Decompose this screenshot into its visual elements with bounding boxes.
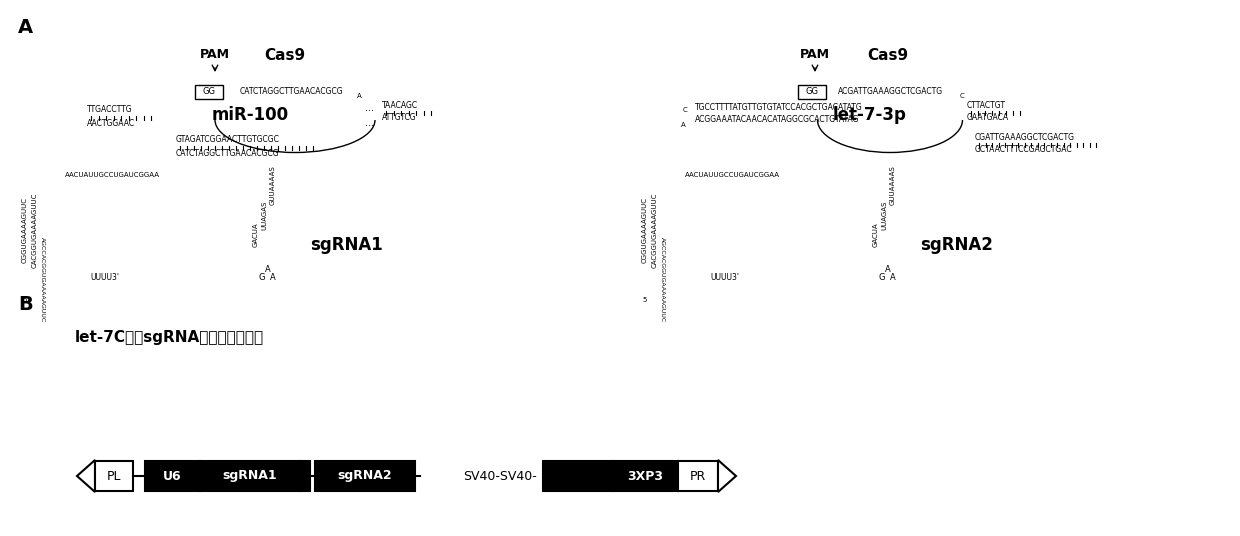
- Text: TAACAGC: TAACAGC: [382, 101, 418, 109]
- Text: GG: GG: [202, 87, 216, 96]
- Text: PL: PL: [107, 470, 122, 482]
- Text: GCTAACTTTCCGAGCTGAC: GCTAACTTTCCGAGCTGAC: [975, 145, 1073, 154]
- FancyBboxPatch shape: [200, 461, 300, 491]
- Text: ATTGTCG: ATTGTCG: [382, 114, 417, 123]
- Text: CGGUGAAAAGUUC: CGGUGAAAAGUUC: [642, 197, 649, 263]
- Text: CGATTGAAAGGCTCGACTG: CGATTGAAAGGCTCGACTG: [975, 132, 1075, 142]
- FancyBboxPatch shape: [95, 461, 133, 491]
- Text: sgRNA2: sgRNA2: [920, 236, 993, 254]
- FancyBboxPatch shape: [300, 461, 310, 491]
- Text: UUAGAS: UUAGAS: [880, 200, 887, 230]
- Text: AGCCACGGUGAAAAAGUUC: AGCCACGGUGAAAAAGUUC: [660, 237, 665, 323]
- Bar: [195, 85, 223, 99]
- Text: PAM: PAM: [800, 48, 830, 62]
- Text: TTGACCTTG: TTGACCTTG: [87, 106, 133, 115]
- Text: TGCCTTTTATGTTGTGTATCCACGCTGACATATG: TGCCTTTTATGTTGTGTATCCACGCTGACATATG: [694, 102, 863, 111]
- Text: GG: GG: [806, 87, 818, 96]
- Text: A: A: [890, 273, 895, 282]
- Text: UUAGAS: UUAGAS: [260, 200, 267, 230]
- Text: C: C: [683, 107, 687, 113]
- Text: A: A: [681, 122, 686, 128]
- Text: Cas9: Cas9: [868, 48, 909, 63]
- Text: ACGGAAATACAACACATAGGCGCACTGTATAG: ACGGAAATACAACACATAGGCGCACTGTATAG: [694, 115, 859, 124]
- FancyBboxPatch shape: [678, 461, 718, 491]
- Text: GACUA: GACUA: [253, 222, 259, 247]
- Text: GAATGACA: GAATGACA: [967, 113, 1009, 122]
- Polygon shape: [77, 460, 95, 492]
- Text: GACUA: GACUA: [873, 222, 879, 247]
- Text: GUUAAAAS: GUUAAAAS: [270, 165, 277, 205]
- FancyBboxPatch shape: [543, 461, 613, 491]
- Text: A: A: [19, 18, 33, 37]
- Text: sgRNA1: sgRNA1: [310, 236, 383, 254]
- Text: CTTACTGT: CTTACTGT: [967, 101, 1006, 109]
- Text: 5: 5: [22, 297, 27, 303]
- Text: B: B: [19, 295, 32, 314]
- Text: UUUU3': UUUU3': [711, 273, 739, 282]
- Text: CACGGUGAAAAGUUC: CACGGUGAAAAGUUC: [32, 192, 38, 267]
- Text: AACTGGAAC: AACTGGAAC: [87, 118, 135, 128]
- Text: AACUAUUGCCUGAUCGGAA: AACUAUUGCCUGAUCGGAA: [684, 172, 780, 178]
- Text: C: C: [960, 93, 965, 99]
- Text: SV40-SV40-: SV40-SV40-: [463, 470, 537, 482]
- FancyBboxPatch shape: [145, 461, 200, 491]
- Text: A: A: [357, 93, 362, 99]
- Text: CATCTAGGCTTGAACACGCG: CATCTAGGCTTGAACACGCG: [176, 148, 280, 158]
- Text: A: A: [265, 265, 270, 274]
- Text: UUUU3': UUUU3': [91, 273, 119, 282]
- Text: CACGGUGAAAAGUUC: CACGGUGAAAAGUUC: [652, 192, 658, 267]
- Text: AACUAUUGCCUGAUCGGAA: AACUAUUGCCUGAUCGGAA: [64, 172, 160, 178]
- Text: PAM: PAM: [200, 48, 229, 62]
- Text: let-7-3p: let-7-3p: [833, 106, 906, 124]
- Text: CATCTAGGCTTGAACACGCG: CATCTAGGCTTGAACACGCG: [241, 87, 343, 96]
- Text: U6: U6: [164, 470, 182, 482]
- Text: ACGATTGAAAGGCTCGACTG: ACGATTGAAAGGCTCGACTG: [838, 87, 944, 96]
- Text: sgRNA1: sgRNA1: [223, 470, 278, 482]
- Text: PR: PR: [689, 470, 706, 482]
- Text: G: G: [259, 273, 265, 282]
- FancyBboxPatch shape: [613, 461, 678, 491]
- Text: G: G: [879, 273, 885, 282]
- Text: GTAGATCGGAACTTGTGCGC: GTAGATCGGAACTTGTGCGC: [176, 136, 280, 145]
- Text: let-7C敬除sgRNA转基因表达载体: let-7C敬除sgRNA转基因表达载体: [74, 330, 264, 345]
- Text: A: A: [270, 273, 275, 282]
- Text: CGGUGAAAAGUUC: CGGUGAAAAGUUC: [22, 197, 29, 263]
- Bar: [799, 85, 826, 99]
- Text: 3XP3: 3XP3: [627, 470, 663, 482]
- Text: ...: ...: [365, 103, 374, 113]
- Text: 5: 5: [642, 297, 647, 303]
- Text: GUUAAAAS: GUUAAAAS: [890, 165, 897, 205]
- Polygon shape: [718, 460, 737, 492]
- Text: AGCCACGGUGAAAAAGUUC: AGCCACGGUGAAAAAGUUC: [40, 237, 45, 323]
- Text: sgRNA2: sgRNA2: [337, 470, 392, 482]
- Text: miR-100: miR-100: [212, 106, 289, 124]
- Text: ...: ...: [365, 118, 374, 128]
- Text: A: A: [885, 265, 890, 274]
- Text: Cas9: Cas9: [264, 48, 305, 63]
- FancyBboxPatch shape: [315, 461, 415, 491]
